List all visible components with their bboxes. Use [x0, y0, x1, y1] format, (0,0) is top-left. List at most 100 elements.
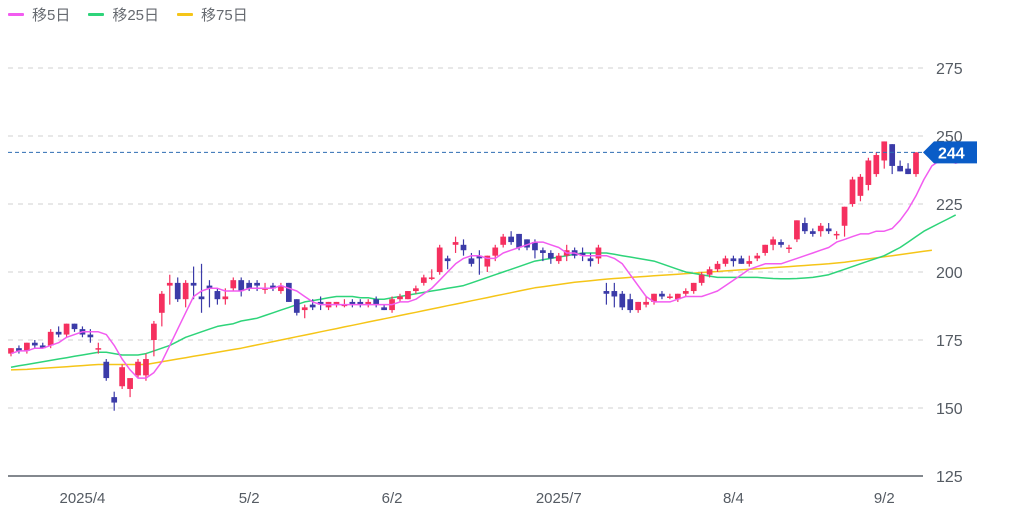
candle-up — [484, 255, 491, 267]
candle-up — [651, 293, 657, 302]
y-tick-label: 275 — [936, 61, 963, 78]
candles — [8, 141, 919, 411]
x-axis: 2025/4 5/2 6/2 2025/7 8/4 9/2 — [60, 490, 895, 507]
candle-down — [738, 258, 745, 264]
y-tick-label: 150 — [936, 401, 963, 418]
grid-lines — [8, 67, 923, 477]
candle-down — [31, 342, 38, 346]
candle-up — [754, 255, 761, 259]
candle-down — [206, 285, 213, 289]
y-tick-label: 225 — [936, 197, 963, 214]
candle-down — [373, 299, 380, 305]
candle-up — [690, 282, 697, 292]
candle-down — [55, 331, 62, 335]
candle-up — [746, 261, 753, 264]
candle-down — [825, 228, 832, 232]
candle-down — [174, 282, 181, 300]
candle-down — [214, 291, 221, 300]
candle-up — [341, 304, 348, 307]
candle-up — [722, 258, 729, 264]
candle-down — [619, 293, 626, 308]
candle-up — [127, 378, 133, 389]
ma75-line — [10, 249, 933, 371]
candle-down — [309, 304, 316, 308]
candle-up — [555, 255, 562, 262]
candle-up — [63, 323, 70, 335]
candle-up — [857, 176, 864, 196]
legend-label-ma75: 移75日 — [201, 7, 248, 24]
candle-down — [103, 361, 110, 379]
candle-up — [278, 285, 284, 292]
legend-item-ma25[interactable]: 移25日 — [88, 4, 159, 25]
ma25-line — [10, 214, 957, 368]
candle-down — [587, 258, 594, 262]
candle-up — [436, 247, 443, 272]
candle-down — [516, 233, 522, 248]
candle-down — [198, 296, 205, 300]
candle-up — [230, 280, 237, 289]
candle-down — [381, 307, 387, 311]
ma25-line-swatch-icon — [88, 13, 105, 16]
x-tick-label: 5/2 — [239, 490, 260, 507]
candle-up — [365, 301, 372, 305]
candle-down — [357, 301, 364, 305]
candle-up — [873, 155, 880, 175]
ma5-line-swatch-icon — [8, 13, 24, 16]
candle-up — [8, 348, 14, 354]
candle-down — [460, 244, 467, 251]
candle-up — [452, 242, 459, 245]
candle-down — [897, 165, 903, 172]
candle-up — [770, 239, 776, 245]
candle-up — [95, 348, 102, 350]
candle-down — [547, 252, 554, 259]
candle-down — [190, 282, 197, 286]
candle-up — [182, 282, 189, 300]
candle-down — [444, 258, 451, 262]
candle-up — [635, 301, 642, 311]
candle-up — [262, 288, 268, 290]
candle-down — [659, 293, 665, 297]
x-tick-label: 2025/4 — [60, 490, 106, 507]
price-badge-label: 244 — [938, 145, 965, 162]
candle-down — [468, 258, 475, 264]
candle-down — [285, 282, 292, 302]
candle-up — [762, 244, 769, 253]
candle-up — [222, 296, 229, 300]
candle-down — [317, 301, 324, 305]
candle-up — [595, 247, 602, 259]
y-tick-label: 125 — [936, 469, 963, 486]
ma5-path — [10, 159, 964, 379]
candle-down — [293, 299, 300, 313]
ma75-path — [10, 249, 933, 371]
chart-legend: 移5日 移25日 移75日 — [8, 4, 248, 25]
legend-item-ma5[interactable]: 移5日 — [8, 4, 70, 25]
candle-down — [802, 223, 808, 232]
x-tick-label: 2025/7 — [536, 490, 582, 507]
candle-up — [667, 296, 673, 298]
legend-label-ma5: 移5日 — [32, 7, 71, 24]
candle-up — [24, 342, 30, 351]
candle-up — [817, 225, 824, 232]
candle-down — [730, 258, 737, 262]
candle-down — [349, 301, 356, 305]
candle-up — [428, 277, 435, 279]
candle-up — [841, 206, 848, 226]
candle-up — [794, 220, 800, 240]
ma5-line — [10, 159, 964, 379]
candle-up — [500, 236, 507, 245]
candle-up — [492, 247, 499, 256]
candle-up — [405, 291, 411, 300]
legend-item-ma75[interactable]: 移75日 — [177, 4, 248, 25]
candle-up — [786, 247, 792, 250]
candle-down — [270, 285, 276, 289]
candle-up — [698, 274, 705, 283]
candle-down — [508, 236, 514, 243]
candle-down — [579, 252, 586, 256]
x-tick-label: 6/2 — [382, 490, 403, 507]
candle-up — [143, 359, 149, 376]
candle-down — [16, 348, 22, 351]
candle-down — [611, 291, 618, 297]
ma75-line-swatch-icon — [177, 13, 194, 16]
